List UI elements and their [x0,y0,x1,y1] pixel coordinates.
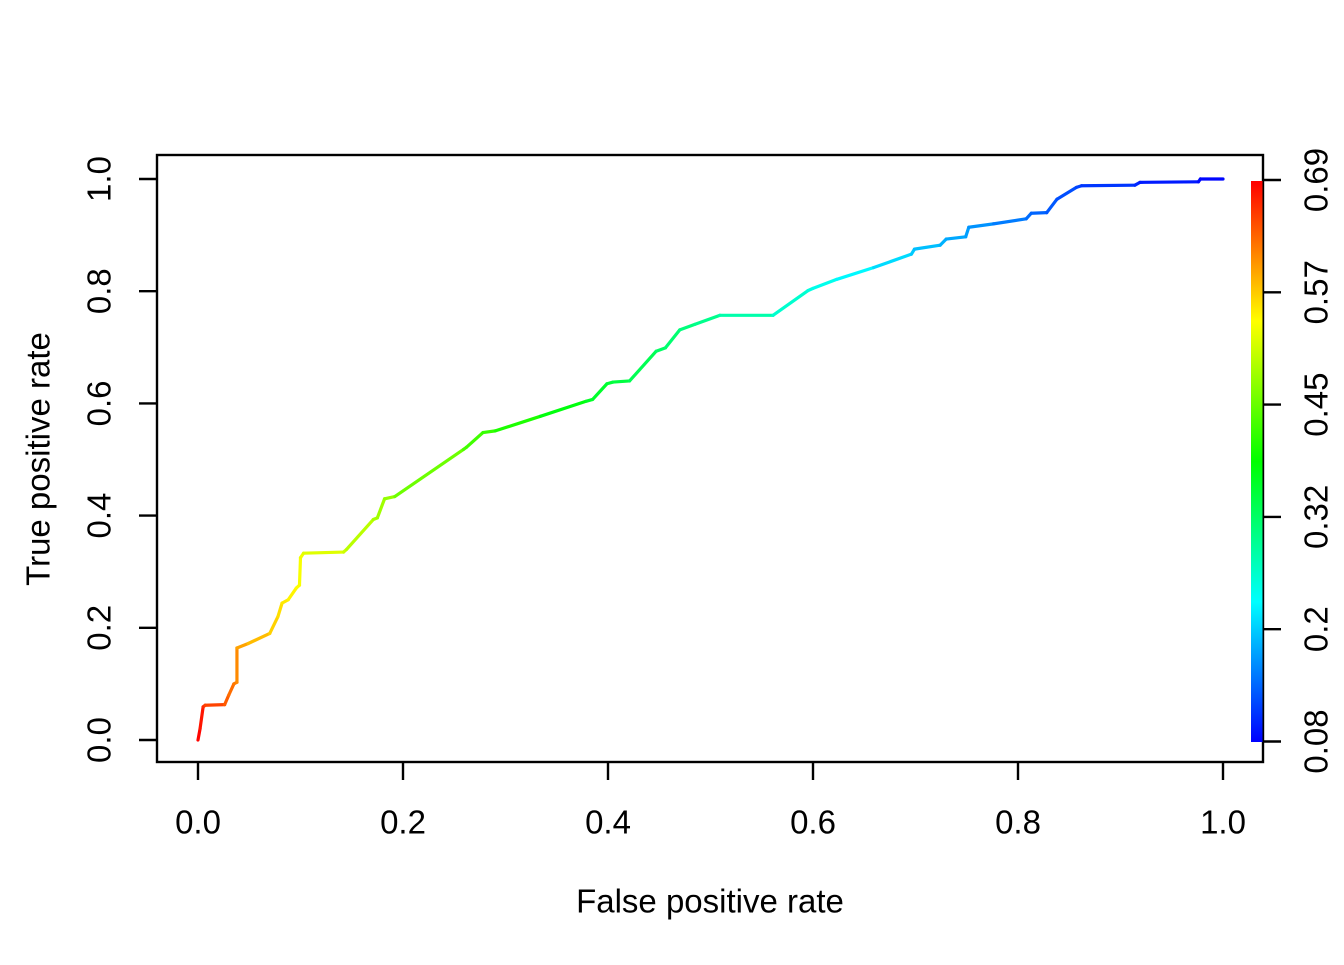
colorbar [1251,181,1263,742]
x-tick-label: 0.0 [175,804,221,841]
x-axis-title: False positive rate [576,883,844,920]
roc-curve-segment [663,328,682,350]
roc-curve-segment [464,430,485,449]
roc-curve-segment [964,225,971,239]
x-axis: 0.0 0.2 0.4 0.6 0.8 1.0 [175,762,1246,841]
roc-curve-segment [301,550,346,555]
colorbar-tick-label: 0.45 [1298,372,1335,436]
y-tick-label: 1.0 [81,156,118,202]
roc-curve-segment [198,705,205,731]
roc-curve-segment [1138,180,1201,184]
roc-curve-segment [834,266,876,282]
roc-curve-segment [538,399,589,418]
roc-curve-segment [223,693,231,707]
roc-curve-segment [382,494,397,501]
roc-curve-segment [227,682,236,697]
roc-curve-segment [196,727,202,742]
x-tick-label: 1.0 [1200,804,1246,841]
colorbar-tick-label: 0.32 [1298,485,1335,549]
y-axis-title: True positive rate [20,332,57,586]
roc-curve-segment [591,382,609,402]
y-tick-label: 0.2 [81,605,118,651]
roc-curve-segment [246,631,272,646]
roc-curve-segment [481,429,497,435]
colorbar-tick-label: 0.08 [1298,709,1335,773]
plot-box [155,153,1265,764]
roc-curve-segment [654,346,668,353]
colorbar-tick-label: 0.57 [1298,260,1335,324]
x-tick-label: 0.6 [790,804,836,841]
roc-curve-segment [286,586,298,602]
colorbar-tick-label: 0.69 [1298,148,1335,212]
roc-curve-segment [811,277,839,290]
roc-curve-segment [297,556,303,587]
roc-curve-segment [678,322,697,332]
roc-curve-segment [944,235,968,241]
roc-curve-segment [1079,183,1137,188]
roc-curve [196,177,1225,742]
roc-curve-segment [991,217,1028,226]
roc-curve-segment [693,313,722,326]
roc-curve-segment [912,243,942,251]
roc-curve-segment [1029,211,1049,215]
roc-curve-segment [203,703,227,707]
roc-curve-segment [871,252,914,270]
roc-curve-segment [1055,185,1079,201]
roc-curve-segment [627,349,658,383]
roc-curve-segment [967,222,996,229]
y-axis: 0.0 0.2 0.4 0.6 0.8 1.0 [81,156,157,763]
roc-curve-segment [493,414,542,433]
x-tick-label: 0.4 [585,804,631,841]
roc-curve-segment [268,614,280,636]
roc-curve-segment [771,289,810,317]
roc-curve-segment [1045,197,1059,215]
roc-curve-segment [393,447,466,499]
roc-curve-segment [345,517,375,551]
colorbar-tick-label: 0.2 [1298,606,1335,652]
roc-curve-segment [276,601,284,619]
colorbar-axis: 0.69 0.57 0.45 0.32 0.2 0.08 [1263,148,1335,774]
y-tick-label: 0.6 [81,380,118,426]
roc-curve-segment [375,497,387,520]
y-tick-label: 0.0 [81,717,118,763]
roc-curve-segment [235,641,250,650]
y-tick-label: 0.8 [81,268,118,314]
x-tick-label: 0.2 [380,804,426,841]
x-tick-label: 0.8 [995,804,1041,841]
y-tick-label: 0.4 [81,493,118,539]
roc-curve-segment [611,379,632,384]
